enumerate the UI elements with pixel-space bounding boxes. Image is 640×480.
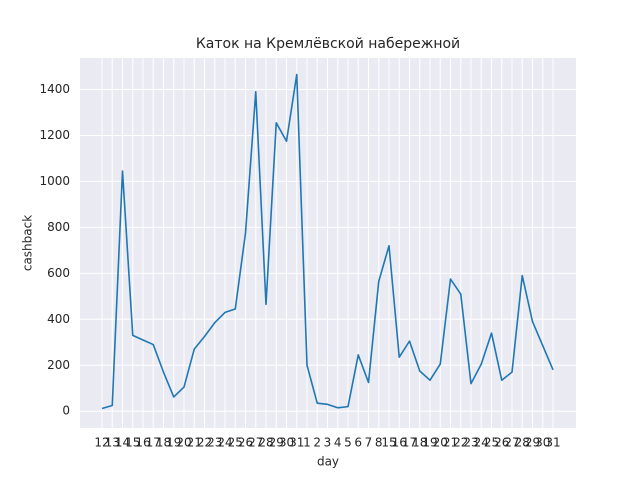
y-axis-label: cashback <box>21 215 35 271</box>
x-tick-label: 26 <box>238 436 253 450</box>
x-tick-label: 17 <box>146 436 161 450</box>
x-tick-label: 27 <box>504 436 519 450</box>
y-tick-label: 200 <box>47 358 70 372</box>
x-tick-label: 16 <box>135 436 150 450</box>
x-tick-label: 23 <box>463 436 478 450</box>
x-tick-label: 4 <box>334 436 342 450</box>
x-tick-label: 28 <box>515 436 530 450</box>
x-tick-label: 15 <box>125 436 140 450</box>
line <box>101 73 554 410</box>
x-tick-label: 30 <box>279 436 294 450</box>
x-tick-label: 20 <box>176 436 191 450</box>
y-tick-label: 1400 <box>39 82 70 96</box>
y-tick-label: 600 <box>47 266 70 280</box>
x-tick-label: 19 <box>422 436 437 450</box>
x-tick-label: 7 <box>365 436 373 450</box>
x-tick-label: 20 <box>433 436 448 450</box>
x-tick-label: 29 <box>269 436 284 450</box>
x-tick-label: 24 <box>217 436 232 450</box>
y-tick-label: 400 <box>47 312 70 326</box>
x-tick-label: 31 <box>545 436 560 450</box>
x-tick-label: 29 <box>525 436 540 450</box>
x-tick-label: 8 <box>375 436 383 450</box>
x-tick-label: 19 <box>166 436 181 450</box>
x-tick-label: 17 <box>402 436 417 450</box>
x-tick-label: 1 <box>303 436 311 450</box>
x-tick-label: 28 <box>258 436 273 450</box>
x-tick-label: 18 <box>156 436 171 450</box>
x-tick-label: 2 <box>313 436 321 450</box>
x-tick-label: 16 <box>392 436 407 450</box>
x-tick-label: 22 <box>197 436 212 450</box>
x-tick-label: 14 <box>115 436 130 450</box>
y-tick-label: 0 <box>62 404 70 418</box>
x-tick-label: 12 <box>94 436 109 450</box>
x-tick-label: 21 <box>187 436 202 450</box>
x-axis-label: day <box>317 455 339 469</box>
x-tick-label: 30 <box>535 436 550 450</box>
x-tick-label: 22 <box>453 436 468 450</box>
x-tick-label: 24 <box>474 436 489 450</box>
x-tick-label: 25 <box>484 436 499 450</box>
x-tick-label: 27 <box>248 436 263 450</box>
chart-title: Каток на Кремлёвской набережной <box>196 36 460 52</box>
x-tick-label: 23 <box>207 436 222 450</box>
x-tick-label: 26 <box>494 436 509 450</box>
x-tick-label: 18 <box>412 436 427 450</box>
x-tick-label: 31 <box>289 436 304 450</box>
x-tick-label: 15 <box>381 436 396 450</box>
x-tick-label: 21 <box>443 436 458 450</box>
x-tick-label: 6 <box>354 436 362 450</box>
x-tick-label: 3 <box>324 436 332 450</box>
y-tick-label: 800 <box>47 220 70 234</box>
y-tick-label: 1000 <box>39 174 70 188</box>
x-tick-label: 5 <box>344 436 352 450</box>
y-tick-label: 1200 <box>39 128 70 142</box>
x-tick-label: 25 <box>228 436 243 450</box>
x-tick-label: 13 <box>105 436 120 450</box>
